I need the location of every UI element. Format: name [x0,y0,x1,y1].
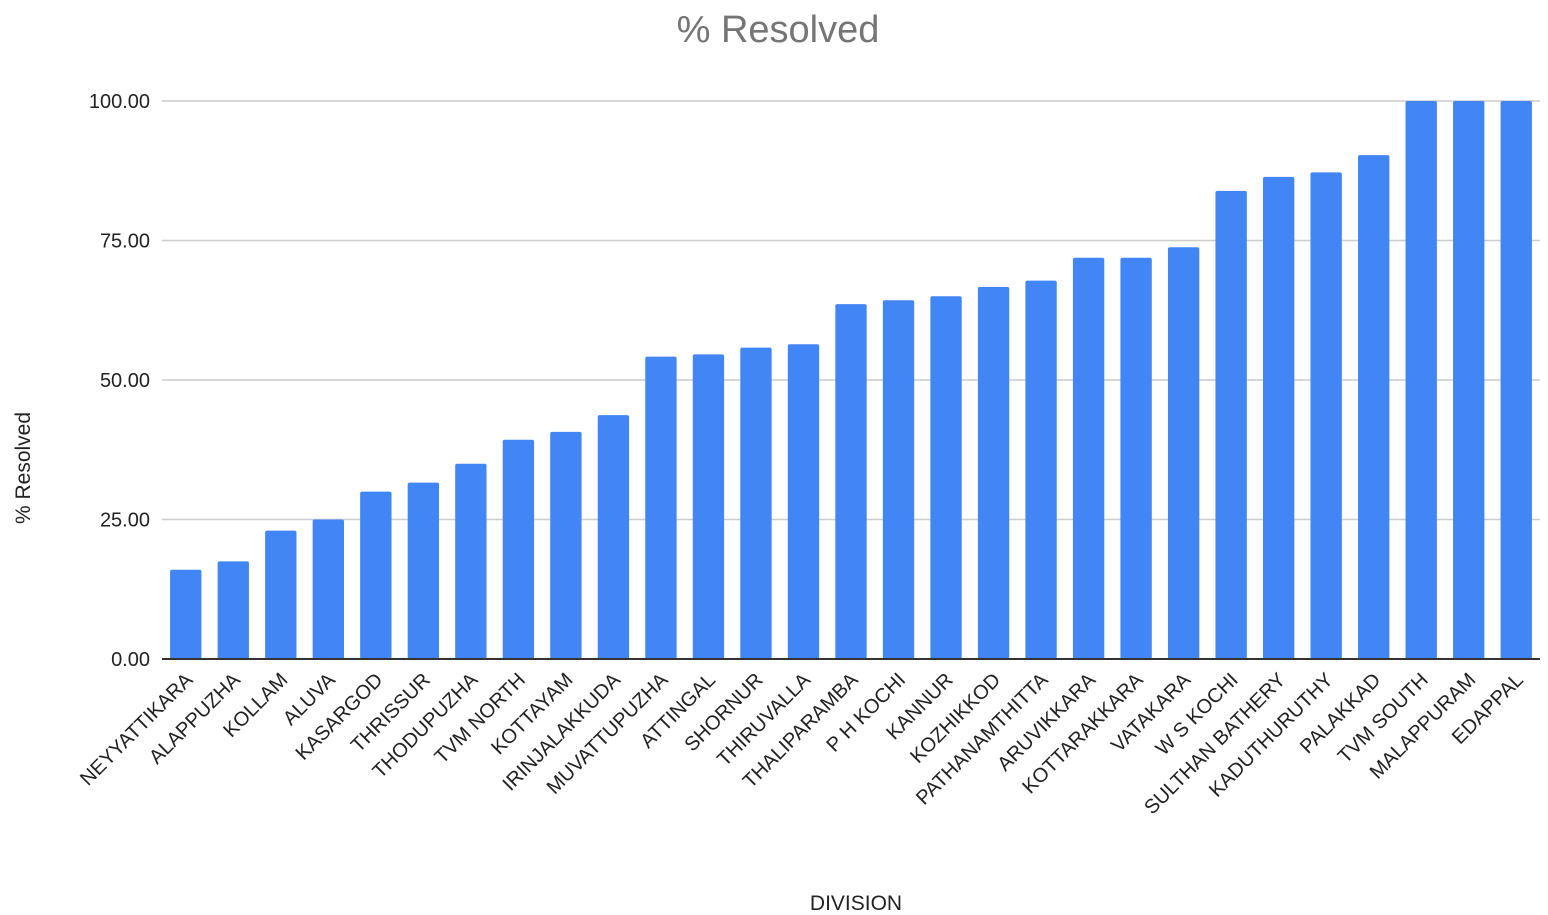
bar [787,344,820,659]
bar [1025,280,1057,659]
bar [407,482,440,659]
bar [502,439,535,659]
bar [835,304,867,659]
bar [1120,257,1152,659]
bar [1310,172,1342,659]
bar [312,519,344,659]
bar [1215,190,1247,659]
y-tick-label: 100.00 [89,91,150,113]
y-tick-label: 0.00 [111,649,150,671]
bar [1453,101,1485,659]
bar [692,354,725,659]
bar [265,530,297,659]
bar [217,561,249,659]
bars [170,101,1532,660]
bar [977,286,1010,659]
bar [597,415,630,659]
bar [360,491,392,659]
bar [1358,155,1390,659]
x-axis-category-labels: NEYYATTIKARAALAPPUZHAKOLLAMALUVAKASARGOD… [76,669,1528,819]
bar [1405,101,1437,659]
y-axis-title: % Resolved [12,412,35,524]
bar [550,431,582,659]
bar [645,356,677,659]
bar [740,347,772,659]
bar [170,569,202,659]
bar [882,300,915,659]
x-axis-title: DIVISION [810,892,902,915]
y-tick-label: 25.00 [100,510,150,532]
bar [1262,176,1295,659]
bar [455,463,487,659]
chart-title: % Resolved [677,9,880,51]
y-axis-ticks: 0.00 25.00 50.00 75.00 100.00 [89,91,150,671]
y-tick-label: 75.00 [100,231,150,253]
bar [1072,257,1105,659]
y-tick-label: 50.00 [100,370,150,392]
bar [930,296,962,659]
bar [1500,101,1532,659]
bar [1167,247,1200,660]
